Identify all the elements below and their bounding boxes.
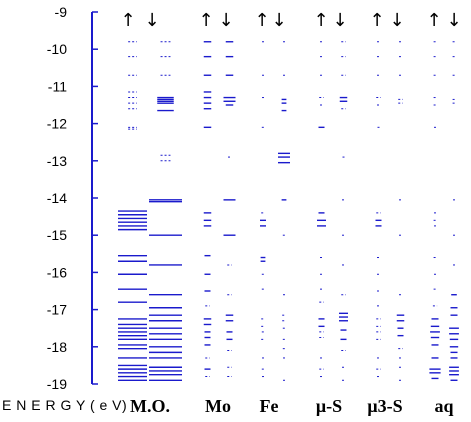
spin-label: ↑: [426, 10, 441, 31]
group-label: M.O.: [130, 396, 170, 416]
y-tick-label: -19: [47, 376, 67, 392]
y-tick-label: -16: [47, 264, 67, 280]
axis-layer: -9 -10 -11 -12 -13 -14 -15 -16 -17 -18 -19: [47, 4, 98, 392]
spin-label: ↓: [389, 10, 404, 31]
group-label: Fe: [260, 396, 279, 416]
group-label: Mo: [205, 396, 231, 416]
y-axis-label: E N E R G Y ( e V): [2, 397, 127, 413]
y-tick-label: -13: [47, 153, 67, 169]
spin-label: ↓: [271, 10, 286, 31]
spin-label: ↓: [446, 10, 461, 31]
group-label: μ-S: [316, 396, 342, 416]
y-tick-label: -18: [47, 339, 67, 355]
group-label: aq: [434, 396, 453, 416]
y-tick-label: -11: [48, 78, 67, 94]
y-tick-label: -12: [47, 116, 67, 132]
spin-label: ↓: [332, 10, 347, 31]
y-tick-label: -17: [47, 302, 67, 318]
y-tick-label: -14: [47, 190, 67, 206]
spin-label: ↓: [218, 10, 233, 31]
levels-layer: [118, 41, 459, 381]
spin-label: ↓: [144, 10, 159, 31]
spin-label: ↑: [254, 10, 269, 31]
spin-label: ↑: [313, 10, 328, 31]
y-tick-label: -10: [47, 41, 67, 57]
y-tick-label: -15: [47, 227, 67, 243]
spin-label: ↑: [369, 10, 384, 31]
y-tick-label: -9: [55, 4, 68, 20]
spin-label: ↑: [198, 10, 213, 31]
spin-label: ↑: [120, 10, 135, 31]
group-label: μ3-S: [367, 396, 402, 416]
labels-layer: E N E R G Y ( e V)↑ ↓M.O.↑ ↓Mo↑ ↓Fe↑ ↓μ-S↑ ↓μ…: [2, 10, 462, 416]
